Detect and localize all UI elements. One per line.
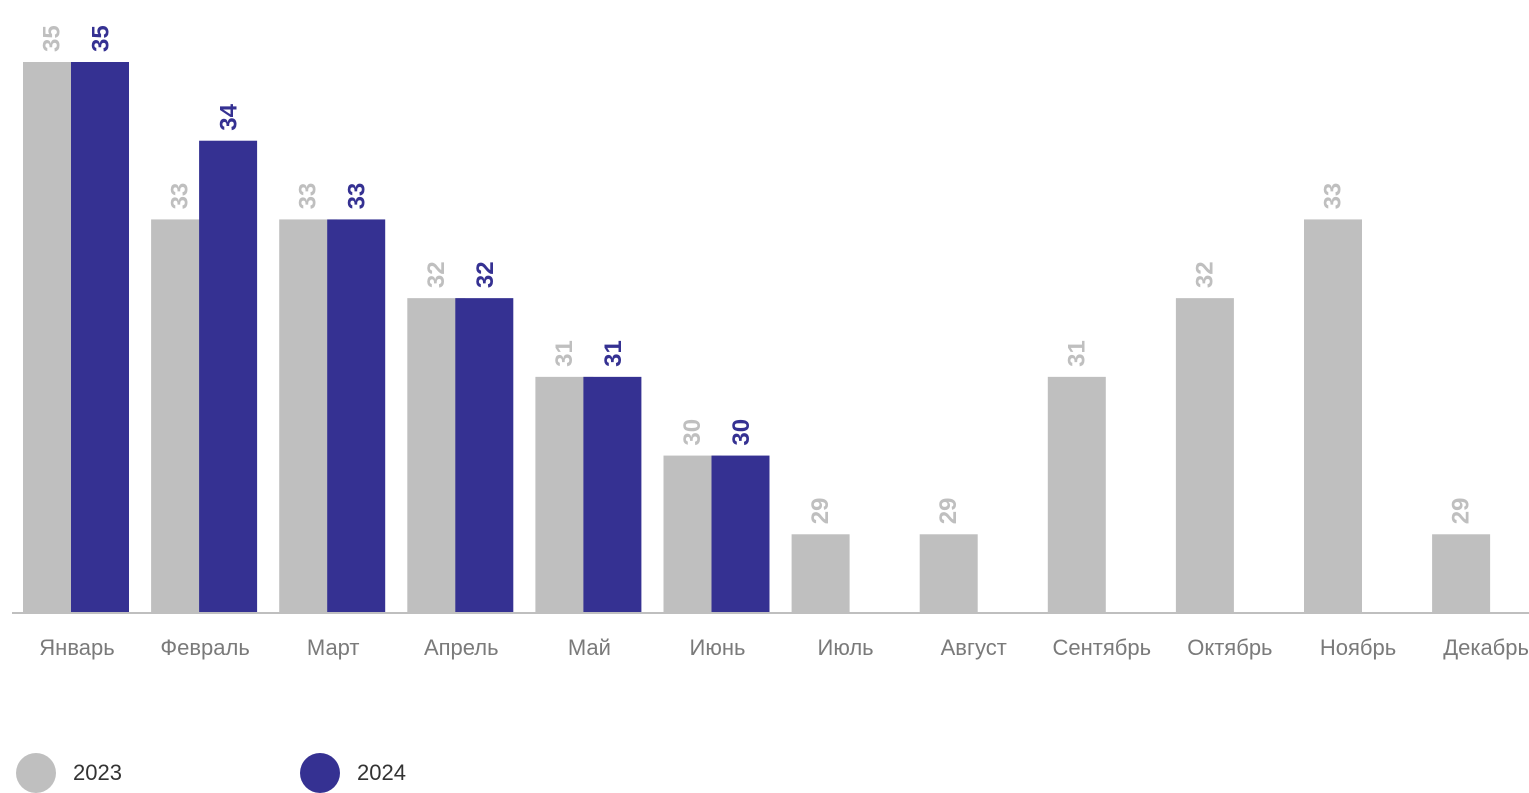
legend-item-2023: 2023	[16, 753, 122, 793]
legend-swatch-2023	[16, 753, 56, 793]
data-label-2023-12: 29	[1448, 498, 1475, 525]
x-tick-label-3: Март	[307, 635, 360, 660]
x-tick-label-5: Май	[568, 635, 611, 660]
x-tick-label-2: Февраль	[160, 635, 249, 660]
data-label-2024-4: 32	[472, 261, 499, 288]
data-labels-layer: 35 35 33 34 33 33 32 32 31 31 30 30 29 29 31 32 33 29	[39, 25, 1475, 524]
data-label-2023-2: 33	[167, 183, 194, 210]
data-label-2023-11: 33	[1320, 183, 1347, 210]
x-tick-label-1: Январь	[39, 635, 114, 660]
data-label-2024-6: 30	[728, 419, 755, 446]
legend-swatch-2024	[300, 753, 340, 793]
data-label-2024-3: 33	[344, 183, 371, 210]
bar-2024-3	[327, 219, 386, 613]
data-label-2023-4: 32	[423, 261, 450, 288]
data-label-2023-9: 31	[1063, 340, 1090, 367]
legend-item-2024: 2024	[300, 753, 406, 793]
bar-2024-4	[455, 298, 514, 613]
x-tick-label-12: Декабрь	[1443, 635, 1529, 660]
bar-2023-7	[791, 534, 850, 613]
data-label-2024-5: 31	[600, 340, 627, 367]
data-label-2023-6: 30	[679, 419, 706, 446]
data-label-2023-5: 31	[551, 340, 578, 367]
x-tick-label-7: Июль	[818, 635, 874, 660]
data-label-2023-10: 32	[1191, 261, 1218, 288]
legend-label-2023: 2023	[73, 760, 122, 785]
bars-layer	[23, 62, 1491, 613]
x-tick-label-4: Апрель	[424, 635, 499, 660]
bar-2024-6	[711, 455, 770, 613]
x-tick-label-8: Август	[941, 635, 1007, 660]
x-tick-labels: Январь Февраль Март Апрель Май Июнь Июль Август…	[39, 635, 1529, 660]
bar-chart: 35 35 33 34 33 33 32 32 31 31 30 30 29 29 31 32 33 29 Янв…	[12, 25, 1529, 660]
data-label-2023-3: 33	[295, 183, 322, 210]
x-tick-label-11: Ноябрь	[1320, 635, 1396, 660]
bar-2024-1	[71, 62, 129, 613]
x-tick-label-9: Сентябрь	[1053, 635, 1152, 660]
data-label-2024-1: 35	[88, 25, 115, 52]
bar-2024-2	[199, 140, 258, 613]
bar-2024-5	[583, 376, 642, 613]
x-tick-label-6: Июнь	[690, 635, 746, 660]
bar-2023-9	[1047, 376, 1106, 613]
data-label-2024-2: 34	[216, 103, 243, 130]
legend-label-2024: 2024	[357, 760, 406, 785]
x-tick-label-10: Октябрь	[1187, 635, 1272, 660]
bar-2023-12	[1432, 534, 1491, 613]
bar-2023-10	[1175, 298, 1234, 613]
data-label-2023-1: 35	[39, 25, 66, 52]
bar-2023-8	[919, 534, 978, 613]
data-label-2023-7: 29	[807, 498, 834, 525]
data-label-2023-8: 29	[935, 498, 962, 525]
bar-2023-11	[1304, 219, 1362, 613]
